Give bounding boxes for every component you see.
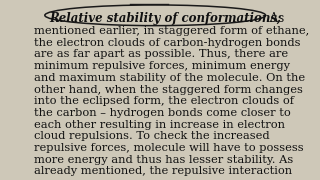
Text: the electron clouds of carbon-hydrogen bonds: the electron clouds of carbon-hydrogen b… xyxy=(34,38,300,48)
Text: cloud repulsions. To check the increased: cloud repulsions. To check the increased xyxy=(34,131,269,141)
Text: other hand, when the staggered form changes: other hand, when the staggered form chan… xyxy=(34,85,302,95)
Text: minimum repulsive forces, minimum energy: minimum repulsive forces, minimum energy xyxy=(34,61,290,71)
Text: repulsive forces, molecule will have to possess: repulsive forces, molecule will have to … xyxy=(34,143,303,153)
Text: Relative stability of conformations;: Relative stability of conformations; xyxy=(50,12,282,25)
Text: already mentioned, the repulsive interaction: already mentioned, the repulsive interac… xyxy=(34,166,292,177)
Text: each other resulting in increase in electron: each other resulting in increase in elec… xyxy=(34,120,284,130)
Text: into the eclipsed form, the electron clouds of: into the eclipsed form, the electron clo… xyxy=(34,96,294,106)
Text: are as far apart as possible. Thus, there are: are as far apart as possible. Thus, ther… xyxy=(34,50,288,60)
Text: As: As xyxy=(266,12,284,25)
Text: mentioned earlier, in staggered form of ethane,: mentioned earlier, in staggered form of … xyxy=(34,26,309,36)
Text: the carbon – hydrogen bonds come closer to: the carbon – hydrogen bonds come closer … xyxy=(34,108,290,118)
Text: more energy and thus has lesser stability. As: more energy and thus has lesser stabilit… xyxy=(34,155,293,165)
Text: and maximum stability of the molecule. On the: and maximum stability of the molecule. O… xyxy=(34,73,305,83)
